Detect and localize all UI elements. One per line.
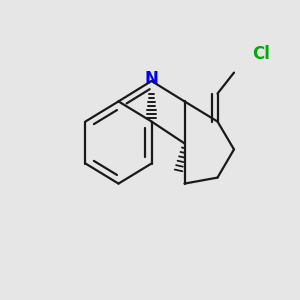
Text: Cl: Cl [252,45,270,63]
Text: N: N [145,70,158,88]
